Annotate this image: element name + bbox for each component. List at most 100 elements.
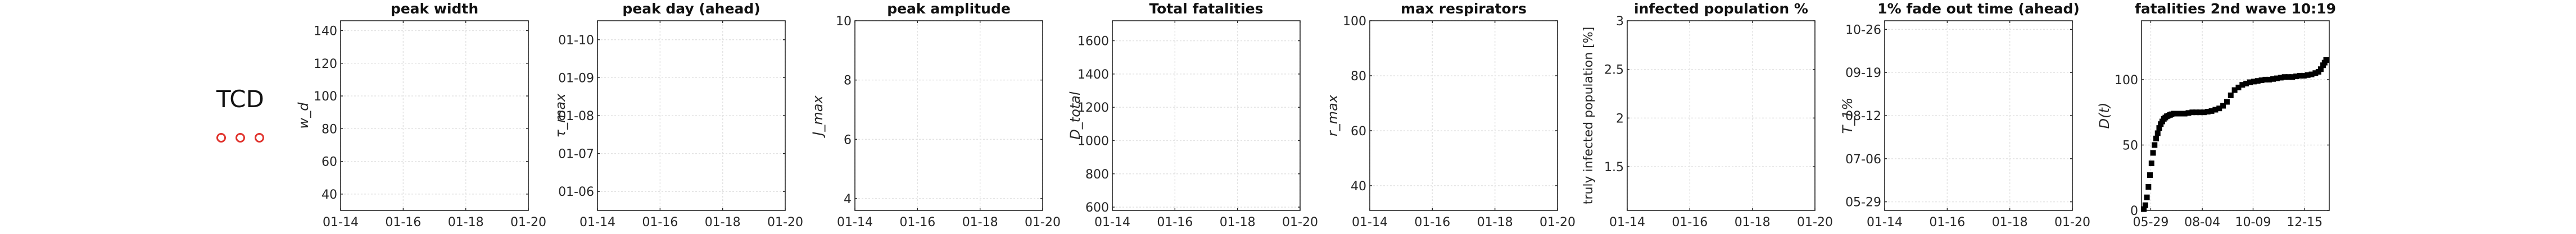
x-tick-label: 01-18 bbox=[1735, 215, 1771, 230]
y-tick-label: 100 bbox=[2115, 74, 2138, 88]
legend-marker-circle bbox=[236, 133, 245, 143]
x-tick-label: 01-16 bbox=[642, 215, 678, 230]
data-point bbox=[2189, 109, 2195, 116]
axes-frame bbox=[340, 20, 529, 211]
y-tick-label: 60 bbox=[322, 155, 337, 169]
axes-frame bbox=[1369, 20, 1558, 211]
x-tick-label: 01-20 bbox=[1540, 215, 1576, 230]
x-tick-label: 01-14 bbox=[1609, 215, 1645, 230]
x-tick-label: 01-18 bbox=[1477, 215, 1513, 230]
x-tick-label: 01-20 bbox=[2054, 215, 2090, 230]
data-point bbox=[2278, 75, 2284, 81]
y-tick-label: 800 bbox=[1085, 168, 1109, 182]
x-tick-label: 01-18 bbox=[962, 215, 998, 230]
y-tick-label: 140 bbox=[314, 24, 337, 38]
y-axis-label: τ_max bbox=[553, 93, 568, 138]
data-point bbox=[2231, 87, 2238, 93]
x-tick-label: 01-18 bbox=[1992, 215, 2028, 230]
x-tick-label: 10-09 bbox=[2235, 215, 2271, 230]
y-tick-label: 10 bbox=[836, 15, 852, 29]
y-tick-label: 1400 bbox=[1078, 68, 1109, 82]
data-point bbox=[2285, 74, 2292, 80]
data-point bbox=[2154, 130, 2161, 136]
x-tick-label: 01-20 bbox=[1797, 215, 1833, 230]
x-tick-label: 01-16 bbox=[1414, 215, 1450, 230]
data-point bbox=[2150, 150, 2156, 156]
y-tick-label: 09-19 bbox=[1845, 66, 1881, 80]
y-axis-label: r_max bbox=[1325, 94, 1341, 136]
data-point bbox=[2254, 78, 2261, 84]
y-tick-label: 40 bbox=[1351, 180, 1366, 194]
data-point bbox=[2193, 109, 2199, 116]
chart-title: fatalities 2nd wave 10:19 bbox=[2135, 1, 2336, 17]
x-tick-label: 01-14 bbox=[1867, 215, 1903, 230]
data-point bbox=[2152, 142, 2158, 148]
y-axis-label: w_d bbox=[296, 102, 311, 129]
x-tick-label: 01-14 bbox=[1352, 215, 1388, 230]
y-axis-label: T_1% bbox=[1840, 98, 1855, 134]
y-tick-label: 60 bbox=[1351, 125, 1366, 139]
data-point bbox=[2274, 75, 2280, 81]
y-tick-label: 600 bbox=[1085, 201, 1109, 215]
y-tick-label: 8 bbox=[844, 74, 852, 88]
y-tick-label: 4 bbox=[844, 192, 852, 207]
x-tick-label: 01-16 bbox=[1157, 215, 1193, 230]
data-point bbox=[2251, 79, 2257, 85]
data-point bbox=[2144, 194, 2150, 200]
data-point bbox=[2266, 76, 2272, 82]
x-tick-label: 01-18 bbox=[1220, 215, 1256, 230]
data-point bbox=[2185, 110, 2192, 116]
y-tick-label: 120 bbox=[314, 57, 337, 71]
y-tick-label: 1000 bbox=[1078, 134, 1109, 148]
y-tick-label: 80 bbox=[1351, 70, 1366, 84]
x-tick-label: 01-16 bbox=[1929, 215, 1965, 230]
y-tick-label: 08-12 bbox=[1845, 109, 1881, 123]
data-point bbox=[2247, 79, 2253, 85]
x-tick-label: 05-29 bbox=[2133, 215, 2168, 230]
x-tick-label: 01-14 bbox=[837, 215, 873, 230]
chart-title: peak width bbox=[391, 1, 478, 17]
y-axis-label: J_max bbox=[810, 95, 826, 138]
y-axis-label: D(t) bbox=[2097, 103, 2112, 129]
x-tick-label: 01-16 bbox=[1672, 215, 1708, 230]
data-point bbox=[2220, 103, 2226, 109]
x-tick-label: 01-16 bbox=[385, 215, 421, 230]
data-point bbox=[2224, 99, 2230, 105]
axes-frame bbox=[854, 20, 1043, 211]
chart-title: infected population % bbox=[1634, 1, 1808, 17]
data-point bbox=[2212, 107, 2219, 113]
data-point bbox=[2235, 84, 2242, 90]
y-axis-label: D_total bbox=[1067, 91, 1083, 140]
x-tick-label: 01-20 bbox=[1025, 215, 1061, 230]
data-point bbox=[2204, 109, 2211, 115]
y-tick-label: 01-06 bbox=[558, 185, 594, 199]
data-point bbox=[2148, 160, 2154, 167]
chart-title: peak day (ahead) bbox=[622, 1, 760, 17]
data-point bbox=[2312, 70, 2319, 76]
chart-title: max respirators bbox=[1401, 1, 1527, 17]
data-point bbox=[2239, 82, 2245, 88]
chart-title: 1% fade out time (ahead) bbox=[1877, 1, 2080, 17]
y-tick-label: 01-07 bbox=[558, 148, 594, 162]
y-tick-label: 01-09 bbox=[558, 71, 594, 85]
y-tick-label: 05-29 bbox=[1845, 196, 1881, 210]
data-point bbox=[2262, 76, 2269, 82]
data-point bbox=[2297, 72, 2303, 79]
data-point bbox=[2308, 71, 2315, 77]
y-tick-label: 6 bbox=[844, 133, 852, 147]
data-point bbox=[2142, 202, 2148, 208]
y-tick-label: 2 bbox=[1616, 112, 1624, 126]
data-point bbox=[2317, 66, 2324, 72]
y-axis-label: truly infected population [%] bbox=[1582, 27, 1596, 204]
y-tick-label: 01-10 bbox=[558, 34, 594, 48]
y-tick-label: 07-06 bbox=[1845, 153, 1881, 167]
y-tick-label: 80 bbox=[322, 122, 337, 136]
data-point bbox=[2177, 111, 2184, 117]
data-point bbox=[2258, 77, 2265, 84]
x-tick-label: 01-18 bbox=[448, 215, 484, 230]
chart-title: Total fatalities bbox=[1149, 1, 1263, 17]
data-point bbox=[2153, 135, 2160, 141]
data-point bbox=[2145, 184, 2152, 190]
data-point bbox=[2270, 76, 2276, 82]
